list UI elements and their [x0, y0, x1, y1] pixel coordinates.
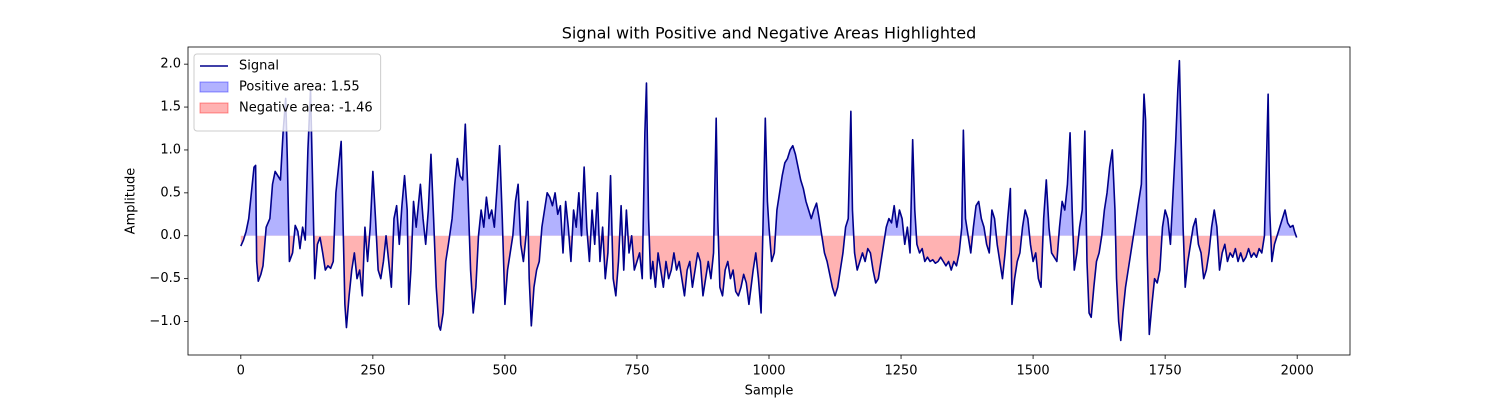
x-axis-label: Sample	[745, 384, 794, 399]
y-tick-label: 1.0	[160, 142, 181, 157]
legend-swatch	[199, 81, 229, 93]
y-tick-label: 2.0	[160, 57, 181, 72]
x-tick-label: 250	[360, 364, 385, 379]
x-tick-label: 1750	[1149, 364, 1182, 379]
legend-label: Positive area: 1.55	[239, 80, 360, 95]
y-tick-label: 1.5	[160, 100, 181, 115]
legend	[193, 53, 382, 132]
y-tick-label: −0.5	[149, 271, 181, 286]
x-tick-label: 2000	[1281, 364, 1314, 379]
legend-label: Signal	[239, 59, 279, 74]
x-tick-label: 500	[492, 364, 517, 379]
x-tick-label: 1500	[1017, 364, 1050, 379]
x-tick-label: 750	[625, 364, 650, 379]
x-tick-label: 0	[237, 364, 245, 379]
line	[240, 59, 1298, 342]
y-tick-label: 0.5	[160, 185, 181, 200]
legend-label: Negative area: -1.46	[239, 101, 373, 116]
area	[240, 235, 1297, 341]
chart-title: Signal with Positive and Negative Areas …	[562, 24, 977, 43]
y-axis-label: Amplitude	[124, 168, 139, 235]
x-tick-label: 1000	[752, 364, 785, 379]
x-tick-label: 1250	[884, 364, 917, 379]
y-tick-label: −1.0	[149, 314, 181, 329]
legend-swatch	[199, 102, 229, 114]
y-tick-label: 0.0	[160, 228, 181, 243]
